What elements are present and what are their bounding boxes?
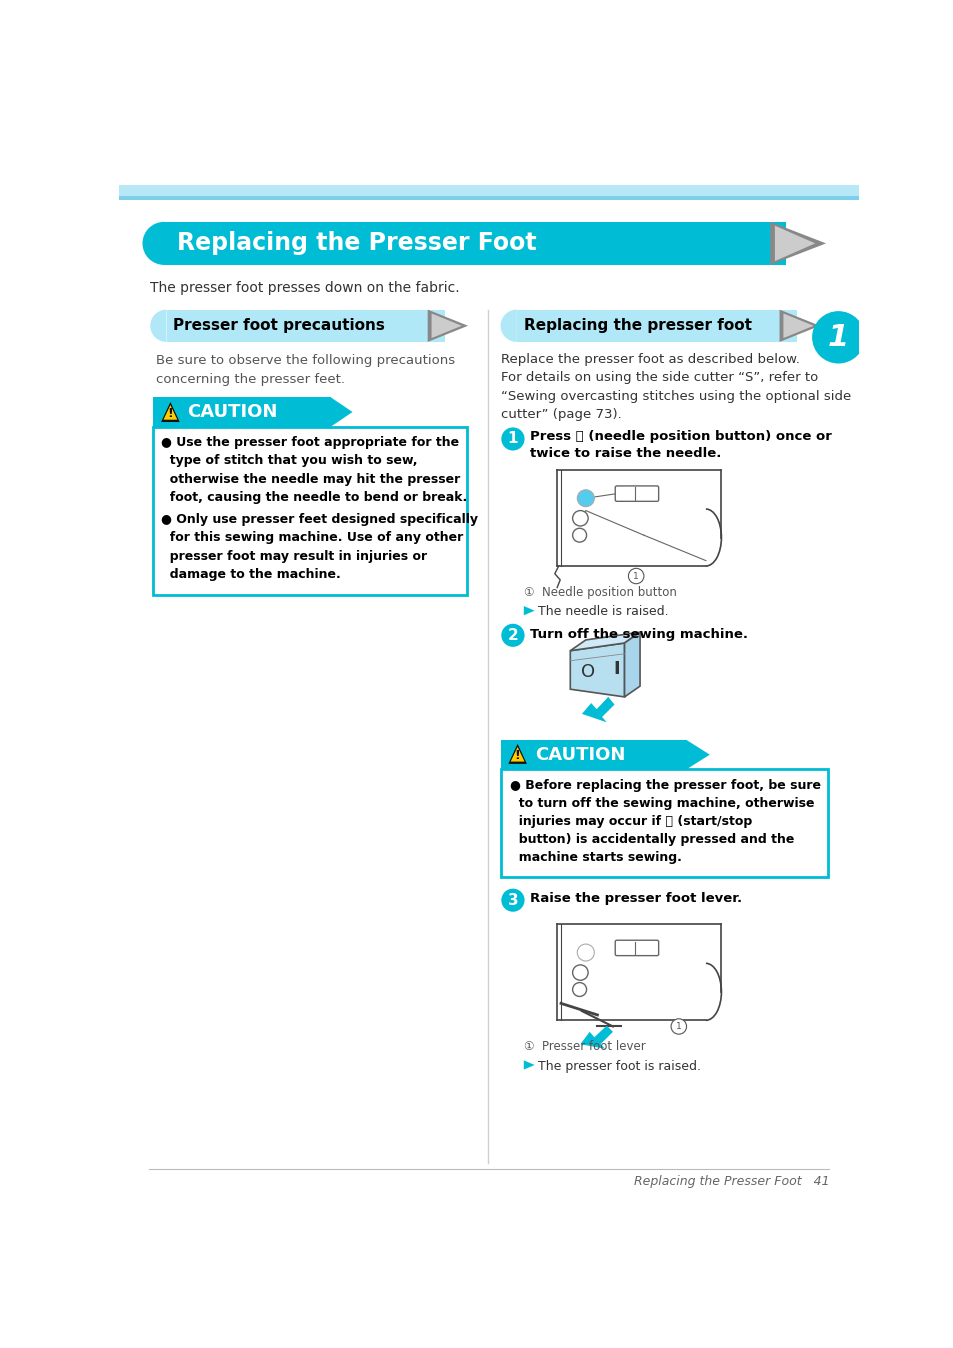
Circle shape: [572, 965, 587, 980]
Polygon shape: [782, 314, 813, 338]
Text: 1: 1: [827, 322, 848, 352]
Polygon shape: [427, 310, 468, 342]
Text: CAUTION: CAUTION: [187, 403, 277, 421]
Text: Replacing the Presser Foot   41: Replacing the Presser Foot 41: [633, 1175, 828, 1188]
Wedge shape: [142, 222, 164, 266]
Bar: [167, 310, 444, 342]
Polygon shape: [624, 632, 639, 697]
Text: ①  Needle position button: ① Needle position button: [523, 586, 676, 599]
Polygon shape: [163, 406, 177, 419]
Text: The needle is raised.: The needle is raised.: [537, 605, 668, 619]
Text: CAUTION: CAUTION: [534, 745, 624, 764]
Circle shape: [500, 624, 524, 647]
Text: ● Before replacing the presser foot, be sure
  to turn off the sewing machine, o: ● Before replacing the presser foot, be …: [509, 779, 820, 864]
Polygon shape: [523, 607, 534, 615]
Bar: [119, 185, 858, 197]
Text: Raise the presser foot lever.: Raise the presser foot lever.: [530, 892, 741, 906]
Text: Replacing the presser foot: Replacing the presser foot: [523, 318, 751, 333]
Circle shape: [577, 489, 594, 507]
Bar: [500, 740, 686, 770]
Text: 3: 3: [507, 892, 517, 907]
Circle shape: [572, 983, 586, 996]
Text: O: O: [580, 663, 595, 681]
Text: ①  Presser foot lever: ① Presser foot lever: [523, 1041, 645, 1053]
Text: 1: 1: [507, 431, 517, 446]
Text: The presser foot presses down on the fabric.: The presser foot presses down on the fab…: [150, 282, 459, 295]
Bar: [152, 426, 467, 594]
Text: Be sure to observe the following precautions
concerning the presser feet.: Be sure to observe the following precaut…: [156, 355, 456, 387]
Text: ● Use the presser foot appropriate for the
  type of stitch that you wish to sew: ● Use the presser foot appropriate for t…: [161, 435, 467, 504]
FancyBboxPatch shape: [615, 485, 658, 501]
Bar: [164, 222, 785, 266]
Text: Turn off the sewing machine.: Turn off the sewing machine.: [530, 628, 747, 640]
Text: !: !: [515, 749, 520, 762]
Circle shape: [572, 528, 586, 542]
Polygon shape: [331, 398, 353, 426]
Circle shape: [577, 944, 594, 961]
Polygon shape: [769, 222, 825, 266]
Polygon shape: [581, 697, 614, 723]
FancyBboxPatch shape: [615, 941, 658, 956]
Bar: [517, 310, 796, 342]
Polygon shape: [161, 402, 179, 422]
Polygon shape: [510, 747, 524, 762]
Polygon shape: [779, 310, 819, 342]
Text: 2: 2: [507, 628, 517, 643]
Bar: [152, 398, 331, 426]
Text: !: !: [168, 407, 173, 421]
Circle shape: [500, 427, 524, 450]
Text: I: I: [613, 661, 619, 678]
Text: Press ⓘ (needle position button) once or
twice to raise the needle.: Press ⓘ (needle position button) once or…: [530, 430, 831, 460]
Circle shape: [572, 511, 587, 526]
Polygon shape: [686, 740, 709, 770]
Text: 1: 1: [676, 1022, 681, 1031]
Polygon shape: [774, 225, 815, 262]
Circle shape: [500, 888, 524, 911]
Circle shape: [670, 1019, 686, 1034]
Circle shape: [628, 569, 643, 584]
Polygon shape: [523, 1061, 534, 1069]
Text: ● Only use presser feet designed specifically
  for this sewing machine. Use of : ● Only use presser feet designed specifi…: [161, 512, 477, 581]
Bar: [500, 770, 827, 878]
Text: Replacing the Presser Foot: Replacing the Presser Foot: [177, 232, 537, 255]
Polygon shape: [579, 1026, 612, 1049]
Wedge shape: [150, 310, 167, 342]
Text: Replace the presser foot as described below.
For details on using the side cutte: Replace the presser foot as described be…: [500, 353, 850, 421]
Polygon shape: [570, 643, 624, 697]
Wedge shape: [500, 310, 517, 342]
Text: The presser foot is raised.: The presser foot is raised.: [537, 1060, 700, 1073]
Polygon shape: [431, 314, 461, 338]
Polygon shape: [570, 632, 639, 651]
Polygon shape: [508, 744, 526, 764]
Text: Presser foot precautions: Presser foot precautions: [173, 318, 385, 333]
Circle shape: [811, 311, 863, 364]
Text: 1: 1: [633, 572, 639, 581]
Bar: [119, 195, 858, 201]
